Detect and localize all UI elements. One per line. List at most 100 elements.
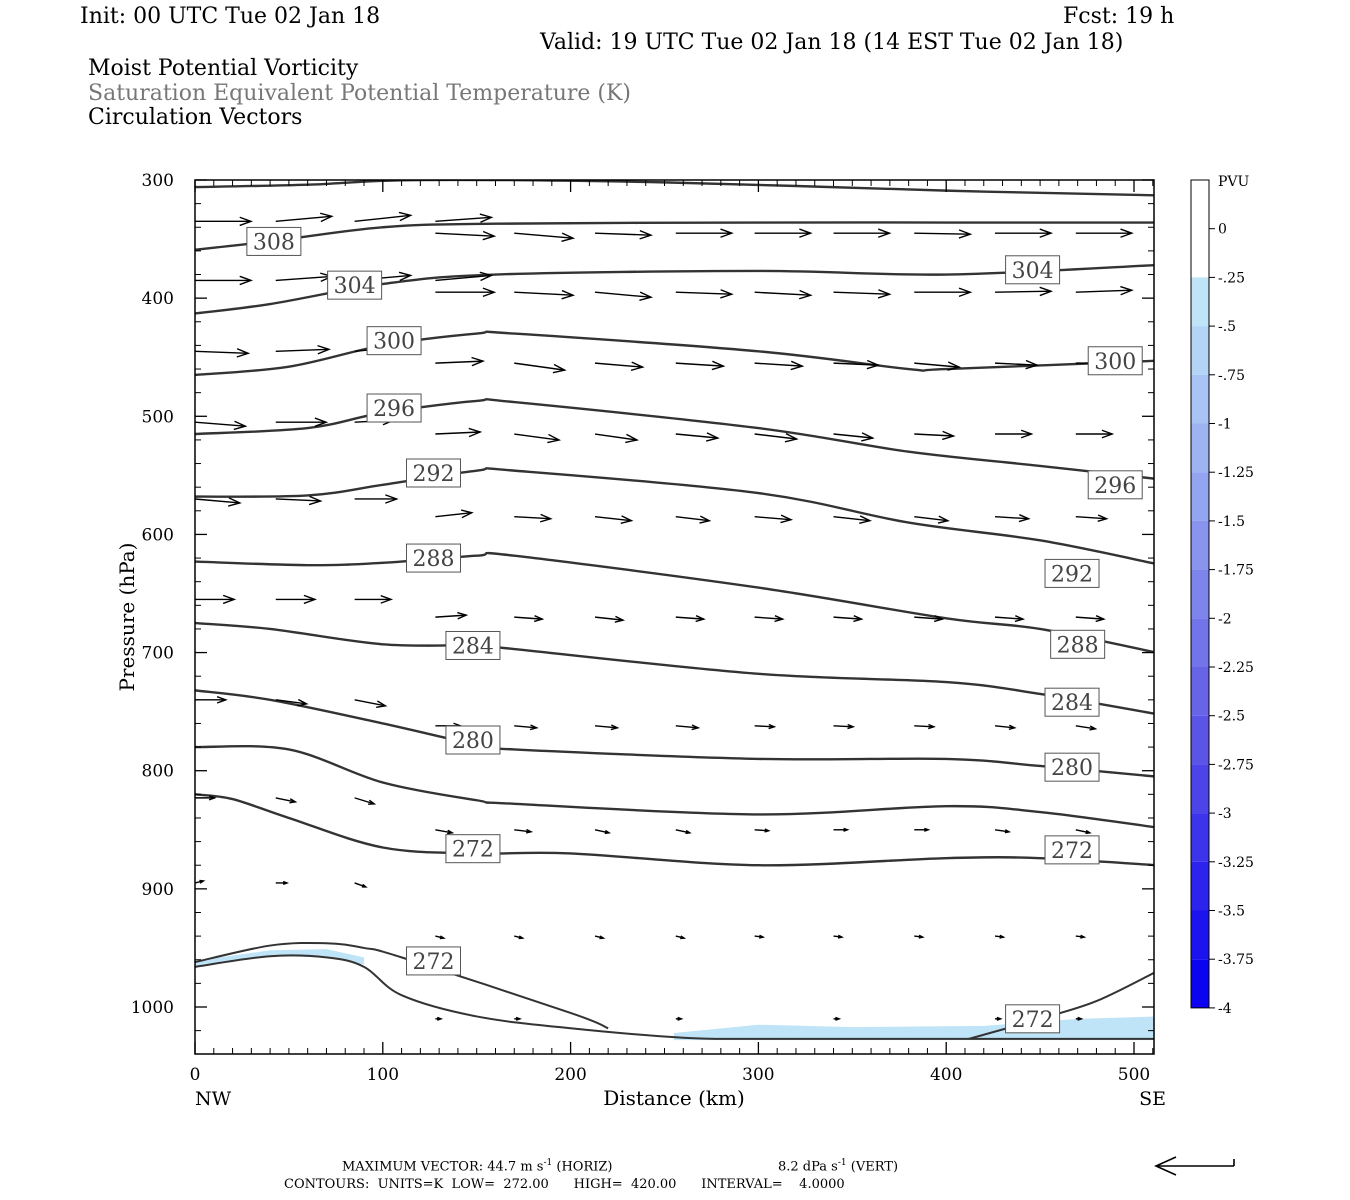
x-tick-label: 400 <box>930 1065 962 1085</box>
y-tick-label: 700 <box>142 644 174 664</box>
circulation-vector <box>275 212 334 223</box>
contour-label: 300 <box>1087 346 1143 376</box>
circulation-vector <box>354 211 413 223</box>
circulation-vector <box>914 515 950 524</box>
circulation-vector <box>994 615 1026 623</box>
circulation-vector <box>675 1016 684 1021</box>
circulation-vector <box>914 723 936 730</box>
y-tick-label: 1000 <box>131 998 174 1018</box>
svg-text:288: 288 <box>1057 633 1099 658</box>
circulation-vector <box>514 615 545 623</box>
circulation-vector <box>435 611 469 620</box>
x-tick-label: 100 <box>367 1065 399 1085</box>
circulation-vector <box>195 879 206 884</box>
circulation-vector <box>435 356 486 367</box>
circulation-vector <box>833 289 892 299</box>
colorbar-swatch <box>1191 472 1209 521</box>
circulation-vector <box>514 289 576 300</box>
circulation-vector <box>275 880 289 885</box>
circulation-vector <box>354 882 368 888</box>
circulation-vector <box>994 934 1006 939</box>
colorbar-tick-label: -.25 <box>1218 270 1245 286</box>
circulation-vector <box>994 724 1017 730</box>
colorbar-swatch <box>1191 569 1209 619</box>
circulation-vector <box>833 1016 842 1021</box>
theta-es-contour-272 <box>195 793 1154 867</box>
colorbar-tick-label: -2.5 <box>1218 709 1245 725</box>
unit-exponent: -1 <box>837 1158 847 1168</box>
svg-text:300: 300 <box>373 330 415 355</box>
colorbar-tick-label: -3.25 <box>1218 855 1254 871</box>
svg-text:300: 300 <box>1094 350 1136 375</box>
circulation-vector <box>1075 829 1092 835</box>
circulation-vector <box>514 433 562 444</box>
contour-label: 304 <box>327 270 383 300</box>
x-end-label-se: SE <box>1139 1088 1166 1110</box>
colorbar-swatch <box>1191 374 1209 424</box>
circulation-vector <box>1075 285 1134 296</box>
svg-text:272: 272 <box>413 950 455 975</box>
y-tick-label: 900 <box>142 880 174 900</box>
circulation-vector <box>1075 615 1106 623</box>
max-vector-horiz: MAXIMUM VECTOR: 44.7 m s <box>342 1159 544 1175</box>
circulation-vector <box>275 698 309 707</box>
y-axis-label: Pressure (hPa) <box>115 543 139 692</box>
field-title-mpv: Moist Potential Vorticity <box>88 56 359 81</box>
circulation-vector <box>833 615 864 623</box>
colorbar-swatch <box>1191 423 1209 473</box>
reference-arrow <box>1154 1156 1235 1176</box>
x-tick-label: 500 <box>1118 1065 1150 1085</box>
circulation-vector <box>994 514 1031 523</box>
circulation-vector <box>435 1016 444 1021</box>
circulation-vector <box>195 420 248 431</box>
contour-label: 304 <box>1005 255 1061 285</box>
contour-label: 272 <box>1005 1004 1061 1034</box>
field-title-vectors: Circulation Vectors <box>88 105 303 130</box>
circulation-vector <box>594 230 654 240</box>
svg-text:280: 280 <box>452 729 494 754</box>
circulation-vector <box>1075 725 1098 731</box>
circulation-vector <box>514 1016 522 1021</box>
circulation-vector <box>275 797 298 804</box>
y-tick-label: 500 <box>142 407 174 427</box>
svg-text:292: 292 <box>1051 562 1093 587</box>
circulation-vector <box>914 827 931 832</box>
circulation-vector <box>594 515 634 525</box>
contour-label: 296 <box>366 393 422 423</box>
theta-es-contour-312 <box>195 180 1154 197</box>
colorbar-tick-label: -2 <box>1218 611 1232 627</box>
circulation-vector <box>675 515 712 524</box>
colorbar-tick-label: -3 <box>1218 806 1232 822</box>
init-time: Init: 00 UTC Tue 02 Jan 18 <box>80 4 381 29</box>
theta-es-contour-300 <box>195 330 1154 377</box>
contour-label: 280 <box>1044 752 1100 782</box>
circulation-vector <box>833 827 850 832</box>
circulation-vector <box>195 795 217 801</box>
circulation-vector <box>594 291 654 302</box>
circulation-vector <box>833 515 872 525</box>
mpv-region-1 <box>673 1016 1154 1041</box>
max-vector-vert-value: 8.2 dPa s <box>778 1159 838 1175</box>
colorbar-unit: PVU <box>1218 174 1250 190</box>
contour-info: CONTOURS: UNITS=K LOW= 272.00 HIGH= 420.… <box>284 1177 845 1192</box>
circulation-vector <box>914 361 962 371</box>
colorbar-swatch <box>1191 277 1209 327</box>
circulation-vector <box>195 594 237 605</box>
contour-label: 300 <box>366 326 422 356</box>
colorbar-tick-label: -3.5 <box>1218 904 1245 920</box>
circulation-vector <box>275 344 331 355</box>
circulation-vector <box>594 829 612 835</box>
colorbar-tick-label: -1.25 <box>1218 465 1254 481</box>
circulation-vector <box>754 828 771 833</box>
circulation-vector <box>1075 1016 1084 1021</box>
svg-text:304: 304 <box>1012 259 1054 284</box>
theta-es-contour-296 <box>195 397 1154 480</box>
x-tick-label: 300 <box>742 1065 774 1085</box>
theta-es-contour-lower-2 <box>195 954 1154 1040</box>
circulation-vector <box>754 615 785 623</box>
circulation-vector <box>754 289 813 300</box>
svg-text:284: 284 <box>452 634 494 659</box>
circulation-vector <box>914 934 925 939</box>
circulation-vector <box>354 595 394 604</box>
theta-es-contour-308 <box>195 221 1154 251</box>
